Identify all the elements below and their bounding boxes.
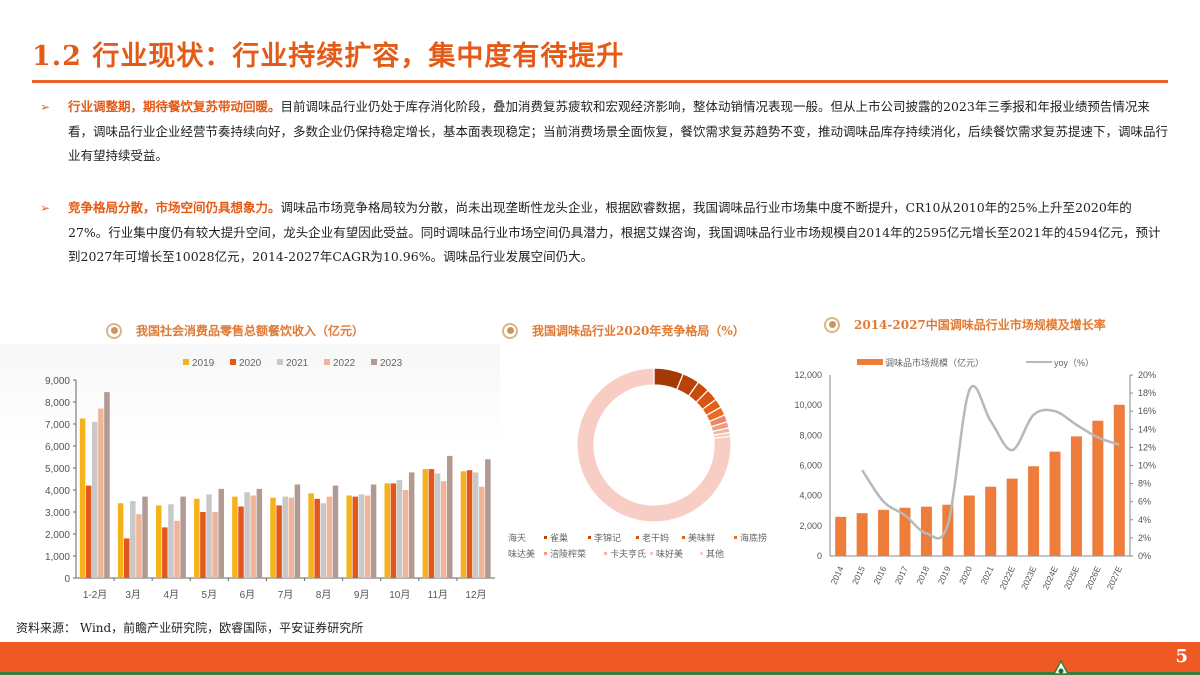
svg-text:2015: 2015: [850, 564, 867, 586]
svg-text:12,000: 12,000: [794, 370, 822, 380]
svg-text:2020: 2020: [239, 358, 262, 369]
svg-text:10%: 10%: [1138, 461, 1156, 471]
svg-text:2027E: 2027E: [1105, 564, 1125, 591]
svg-text:3,000: 3,000: [45, 508, 70, 519]
logo-icon: [1053, 660, 1069, 675]
svg-text:2016: 2016: [871, 564, 888, 586]
arrow-bullet-icon: ➢: [40, 201, 51, 215]
svg-text:8,000: 8,000: [799, 430, 822, 440]
svg-text:8%: 8%: [1138, 479, 1151, 489]
svg-text:2018: 2018: [914, 564, 931, 586]
svg-text:味好美: 味好美: [656, 548, 683, 559]
svg-text:海天: 海天: [508, 532, 526, 543]
svg-text:2025E: 2025E: [1062, 564, 1082, 591]
svg-text:2026E: 2026E: [1083, 564, 1103, 591]
svg-text:2019: 2019: [936, 564, 953, 586]
svg-text:2022E: 2022E: [997, 564, 1017, 591]
middle-chart-title: 我国调味品行业2020年竞争格局（%）: [502, 322, 745, 339]
svg-text:涪陵榨菜: 涪陵榨菜: [550, 548, 586, 559]
svg-text:7月: 7月: [278, 589, 294, 601]
bullet-lead: 竞争格局分散，市场空间仍具想象力。: [68, 200, 281, 215]
svg-text:味达美: 味达美: [508, 548, 535, 559]
svg-text:1,000: 1,000: [45, 552, 70, 563]
svg-text:0: 0: [64, 574, 70, 585]
svg-text:卡夫亨氏: 卡夫亨氏: [610, 548, 646, 559]
svg-text:3月: 3月: [125, 589, 141, 601]
svg-text:2017: 2017: [893, 564, 910, 586]
arrow-bullet-icon: ➢: [40, 100, 51, 114]
svg-text:20%: 20%: [1138, 370, 1156, 380]
svg-text:5,000: 5,000: [45, 464, 70, 475]
svg-text:2022: 2022: [333, 358, 356, 369]
footer-accent-line: [0, 672, 1200, 675]
svg-text:6,000: 6,000: [799, 461, 822, 471]
svg-text:1-2月: 1-2月: [83, 589, 107, 601]
page-number: 5: [1175, 646, 1188, 667]
svg-text:调味品市场规模（亿元）: 调味品市场规模（亿元）: [885, 357, 984, 368]
svg-text:10,000: 10,000: [794, 400, 822, 410]
svg-text:海底捞: 海底捞: [740, 532, 767, 543]
svg-text:2,000: 2,000: [45, 530, 70, 541]
svg-text:老干妈: 老干妈: [642, 532, 669, 543]
svg-text:yoy（%）: yoy（%）: [1054, 358, 1094, 368]
svg-text:12%: 12%: [1138, 442, 1156, 452]
svg-text:0: 0: [817, 551, 822, 561]
bullet-competition: ➢ 竞争格局分散，市场空间仍具想象力。调味品市场竞争格局较为分散，尚未出现垄断性…: [40, 196, 1168, 270]
svg-text:11月: 11月: [428, 589, 448, 601]
bullet-lead: 行业调整期，期待餐饮复苏带动回暖。: [68, 99, 281, 114]
target-icon: [502, 322, 518, 339]
svg-text:0%: 0%: [1138, 551, 1151, 561]
bullet-body: 目前调味品行业仍处于库存消化阶段，叠加消费复苏疲软和宏观经济影响，整体动销情况表…: [68, 99, 1169, 163]
grouped-bar-chart: 2019 2020 2021 2022 2023 0 1,000 2,000 3,000 4,00…: [45, 358, 495, 601]
svg-text:5月: 5月: [202, 589, 218, 601]
svg-text:2023E: 2023E: [1019, 564, 1039, 591]
restaurant-revenue-bar-chart: 2019 2020 2021 2022 2023 0 1,000 2,000 3,000 4,00…: [0, 344, 500, 604]
svg-text:美味鲜: 美味鲜: [688, 532, 715, 543]
bullet-industry-adjustment: ➢ 行业调整期，期待餐饮复苏带动回暖。目前调味品行业仍处于库存消化阶段，叠加消费…: [40, 95, 1169, 169]
svg-text:6,000: 6,000: [45, 442, 70, 453]
svg-text:雀巢: 雀巢: [550, 532, 568, 543]
footer-bar: [0, 642, 1200, 673]
svg-text:4,000: 4,000: [45, 486, 70, 497]
svg-text:8,000: 8,000: [45, 398, 70, 409]
svg-text:18%: 18%: [1138, 388, 1156, 398]
title-divider: [32, 80, 1168, 83]
svg-text:6月: 6月: [240, 589, 256, 601]
svg-text:9,000: 9,000: [45, 376, 70, 387]
svg-text:8月: 8月: [316, 589, 332, 601]
svg-text:2%: 2%: [1138, 533, 1151, 543]
source-note: 资料来源： Wind，前瞻产业研究院，欧睿国际，平安证券研究所: [16, 621, 364, 635]
svg-text:李锦记: 李锦记: [594, 532, 621, 543]
svg-text:9月: 9月: [354, 589, 370, 601]
svg-text:2021: 2021: [286, 358, 309, 369]
left-chart-title: 我国社会消费品零售总额餐饮收入（亿元）: [106, 322, 364, 339]
target-icon: [824, 316, 840, 333]
market-size-combo-chart: 调味品市场规模（亿元） yoy（%） 0 2,000 4,000 6,000 8,000 10…: [780, 350, 1200, 610]
svg-text:2020: 2020: [957, 564, 974, 586]
svg-text:2023: 2023: [380, 358, 403, 369]
svg-text:6%: 6%: [1138, 497, 1151, 507]
svg-text:4,000: 4,000: [799, 491, 822, 501]
right-chart-title: 2014-2027中国调味品行业市场规模及增长率: [824, 316, 1106, 333]
svg-text:12月: 12月: [465, 589, 486, 601]
page-title: 1.2 行业现状：行业持续扩容，集中度有待提升: [32, 41, 625, 72]
svg-text:2024E: 2024E: [1040, 564, 1060, 591]
svg-text:4%: 4%: [1138, 515, 1151, 525]
svg-text:2019: 2019: [192, 358, 215, 369]
bullet-body: 调味品市场竞争格局较为分散，尚未出现垄断性龙头企业，根据欧睿数据，我国调味品行业…: [68, 200, 1161, 264]
svg-text:2,000: 2,000: [799, 521, 822, 531]
svg-text:2014: 2014: [828, 564, 845, 586]
svg-text:7,000: 7,000: [45, 420, 70, 431]
svg-text:2021: 2021: [978, 564, 995, 586]
svg-text:4月: 4月: [163, 589, 179, 601]
target-icon: [106, 322, 122, 339]
svg-text:10月: 10月: [389, 589, 410, 601]
svg-text:其他: 其他: [706, 548, 724, 559]
svg-text:16%: 16%: [1138, 406, 1156, 416]
market-share-donut-chart: 海天 雀巢 李锦记 老干妈 美味鲜 海底捞味达美 涪陵榨菜 卡夫亨氏 味好美 其他: [500, 360, 790, 560]
svg-text:14%: 14%: [1138, 424, 1156, 434]
